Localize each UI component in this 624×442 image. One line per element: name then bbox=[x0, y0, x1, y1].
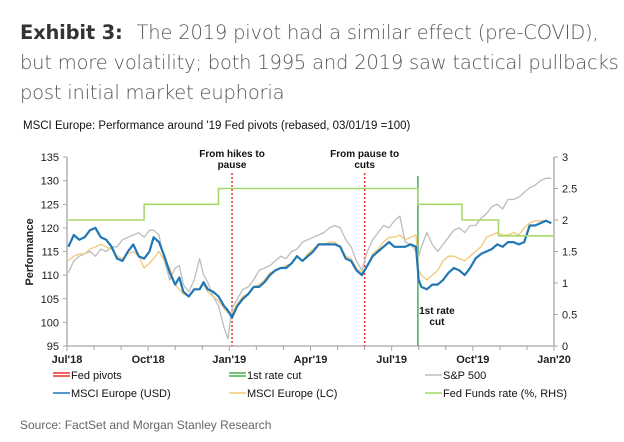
y-tick-label: 95 bbox=[47, 341, 59, 353]
exhibit-title: The 2019 pivot had a similar effect (pre… bbox=[20, 21, 619, 104]
exhibit-number: Exhibit 3: bbox=[20, 21, 123, 44]
x-tick-label: Jul'18 bbox=[52, 354, 83, 366]
legend-item: Fed Funds rate (%, RHS) bbox=[425, 388, 567, 400]
y-axis-label: Performance bbox=[24, 218, 36, 285]
source-note: Source: FactSet and Morgan Stanley Resea… bbox=[20, 418, 272, 432]
annotation-label: cuts bbox=[354, 160, 375, 171]
annotation-label: cut bbox=[429, 317, 445, 328]
y-tick-label: 120 bbox=[41, 223, 59, 235]
legend-item: Fed pivots bbox=[53, 370, 122, 382]
y2-tick-label: 0.5 bbox=[562, 310, 577, 322]
x-tick-label: Oct'18 bbox=[132, 354, 165, 366]
y-tick-label: 115 bbox=[41, 247, 59, 259]
series-line-msci-europe-lc bbox=[67, 220, 552, 314]
legend-label: 1st rate cut bbox=[247, 370, 301, 382]
y-tick-label: 100 bbox=[41, 317, 59, 329]
annotation-label: pause bbox=[218, 160, 247, 171]
y2-tick-label: 2 bbox=[562, 215, 568, 227]
axes: 95 100 105 110 115 120 125 130 135 0 0.5 1 1.5 2 2.5 3 J… bbox=[41, 152, 578, 366]
y2-tick-label: 1 bbox=[562, 278, 568, 290]
x-tick-label: Jan'20 bbox=[537, 354, 571, 366]
y-tick-label: 105 bbox=[41, 294, 59, 306]
y-tick-label: 130 bbox=[41, 176, 59, 188]
series-line-fed-funds-rate-rhs bbox=[68, 187, 554, 237]
y2-tick-label: 1.5 bbox=[562, 247, 577, 259]
x-tick-label: Jul'19 bbox=[376, 354, 407, 366]
legend-item: S&P 500 bbox=[425, 370, 486, 382]
series-lines bbox=[67, 177, 554, 340]
legend-item: 1st rate cut bbox=[229, 370, 301, 382]
y2-tick-label: 0 bbox=[562, 341, 568, 353]
y-tick-label: 135 bbox=[41, 152, 59, 164]
series-line-s-p-500 bbox=[67, 177, 552, 340]
exhibit-headline: Exhibit 3: The 2019 pivot had a similar e… bbox=[20, 18, 620, 108]
legend-label: Fed pivots bbox=[71, 370, 122, 382]
series-line-msci-europe-usd bbox=[67, 219, 552, 319]
x-tick-label: Jan'19 bbox=[212, 354, 246, 366]
y2-tick-label: 2.5 bbox=[562, 184, 577, 196]
x-tick-label: Oct'19 bbox=[456, 354, 489, 366]
y2-tick-label: 3 bbox=[562, 152, 568, 164]
annotation-label: From pause to bbox=[330, 149, 399, 160]
chart-title: MSCI Europe: Performance around '19 Fed … bbox=[23, 120, 411, 132]
legend: Fed pivots 1st rate cut S&P 500 MSCI Europe… bbox=[53, 370, 567, 400]
legend-label: S&P 500 bbox=[443, 370, 486, 382]
legend-label: Fed Funds rate (%, RHS) bbox=[443, 388, 567, 400]
x-tick-label: Apr'19 bbox=[294, 354, 328, 366]
y-tick-label: 125 bbox=[41, 199, 59, 211]
annotation-label: From hikes to bbox=[199, 149, 265, 160]
pivot-lines bbox=[231, 173, 419, 346]
y-tick-label: 110 bbox=[41, 270, 59, 282]
legend-item: MSCI Europe (USD) bbox=[53, 388, 171, 400]
legend-label: MSCI Europe (LC) bbox=[247, 388, 337, 400]
legend-label: MSCI Europe (USD) bbox=[71, 388, 171, 400]
annotation-label: 1st rate bbox=[419, 306, 455, 317]
legend-item: MSCI Europe (LC) bbox=[229, 388, 337, 400]
